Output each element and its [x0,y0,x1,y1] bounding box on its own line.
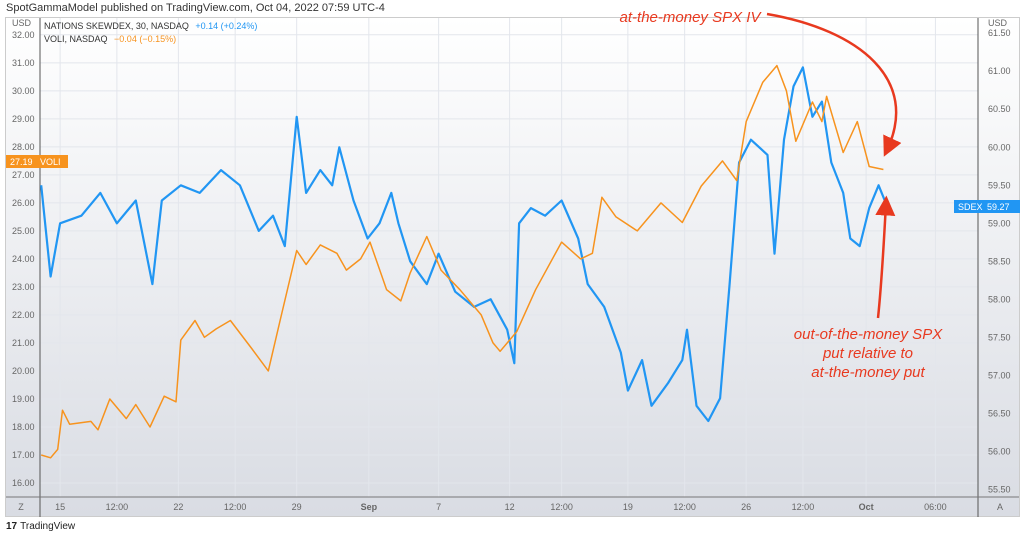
left-tick-label: 26.00 [12,198,35,208]
arrow-atm-iv [766,12,902,157]
x-tick-label: Oct [859,502,874,512]
arrow-otm [875,195,896,319]
right-tick-label: 59.50 [988,180,1011,190]
x-tick-label: 26 [741,502,751,512]
right-tick-label: 58.50 [988,256,1011,266]
tradingview-brand: TradingView [20,521,76,532]
series-line-voli[interactable] [40,64,884,459]
legend-sdex-change: +0.14 (+0.24%) [195,21,258,31]
annotation-otm-line2: put relative to [822,345,913,362]
left-tick-label: 18.00 [12,422,35,432]
right-tick-label: 58.00 [988,294,1011,304]
right-tick-label: 55.50 [988,484,1011,494]
voli-label: VOLI [40,157,61,167]
left-tick-label: 27.00 [12,170,35,180]
legend-voli[interactable]: VOLI, NASDAQ −0.04 (−0.15%) [44,34,176,44]
x-tick-label: 12:00 [550,502,573,512]
left-tick-label: 19.00 [12,394,35,404]
left-tick-label: 32.00 [12,30,35,40]
auto-scale-left-button[interactable]: Z [18,502,24,512]
chart-frame[interactable] [5,17,1020,517]
left-tick-label: 31.00 [12,58,35,68]
annotation-otm-line1: out-of-the-money SPX [794,326,943,343]
auto-scale-right-button[interactable]: A [997,502,1003,512]
left-tick-label: 23.00 [12,282,35,292]
x-tick-label: Sep [361,502,378,512]
series-line-sdex[interactable] [40,66,887,423]
right-tick-label: 56.00 [988,446,1011,456]
voli-price-label: 27.19 VOLI [6,155,68,168]
x-tick-label: 7 [436,502,441,512]
left-tick-label: 21.00 [12,338,35,348]
x-tick-label: 22 [173,502,183,512]
x-tick-label: 06:00 [924,502,947,512]
right-tick-label: 56.50 [988,408,1011,418]
legend-voli-name: VOLI, NASDAQ [44,34,108,44]
left-tick-label: 16.00 [12,478,35,488]
tradingview-logo[interactable]: 17 TradingView [6,521,75,532]
left-tick-label: 24.00 [12,254,35,264]
legend-sdex[interactable]: NATIONS SKEWDEX, 30, NASDAQ +0.14 (+0.24… [44,21,257,31]
x-tick-label: 29 [292,502,302,512]
x-tick-label: 12:00 [673,502,696,512]
tradingview-logo-icon: 17 [6,521,18,532]
right-tick-label: 61.00 [988,66,1011,76]
x-tick-label: 12 [505,502,515,512]
sdex-label: SDEX [958,202,983,212]
right-tick-label: 60.00 [988,142,1011,152]
voli-last-value: 27.19 [10,157,33,167]
annotation-otm-line3: at-the-money put [811,364,925,381]
sdex-price-label: SDEX 59.27 [954,200,1020,213]
x-tick-label: 12:00 [224,502,247,512]
left-tick-label: 29.00 [12,114,35,124]
legend-voli-change: −0.04 (−0.15%) [114,34,177,44]
left-tick-label: 20.00 [12,366,35,376]
right-tick-label: 57.00 [988,370,1011,380]
left-tick-label: 30.00 [12,86,35,96]
x-tick-label: 15 [55,502,65,512]
x-tick-label: 12:00 [106,502,129,512]
sdex-last-value: 59.27 [987,202,1010,212]
right-tick-label: 59.00 [988,218,1011,228]
left-tick-label: 25.00 [12,226,35,236]
right-currency: USD [988,18,1008,28]
right-tick-label: 60.50 [988,104,1011,114]
left-tick-label: 22.00 [12,310,35,320]
right-tick-label: 57.50 [988,332,1011,342]
legend-sdex-name: NATIONS SKEWDEX, 30, NASDAQ [44,21,189,31]
left-tick-label: 28.00 [12,142,35,152]
left-currency: USD [12,18,32,28]
right-tick-label: 61.50 [988,28,1011,38]
x-tick-label: 12:00 [792,502,815,512]
annotation-atm-iv: at-the-money SPX IV [620,9,763,26]
publisher-line: SpotGammaModel published on TradingView.… [6,2,385,14]
x-tick-label: 19 [623,502,633,512]
left-tick-label: 17.00 [12,450,35,460]
